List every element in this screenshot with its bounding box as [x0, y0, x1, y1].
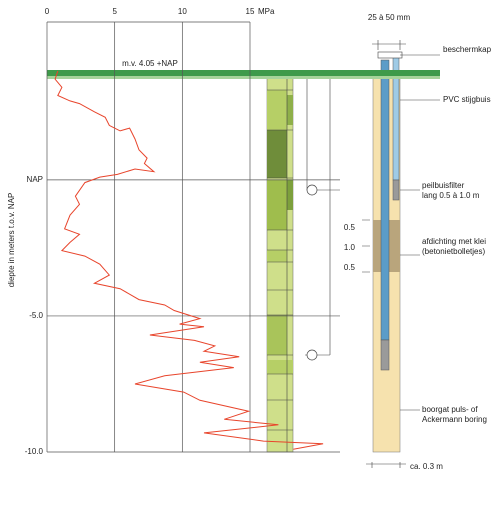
y-axis-label: diepte in meters t.o.v. NAP	[7, 193, 16, 288]
ground-surface	[47, 70, 440, 76]
diameter-label: 25 à 50 mm	[368, 13, 411, 22]
filter-label: lang 0.5 à 1.0 m	[422, 191, 480, 200]
x-tick-label: 0	[45, 7, 50, 16]
seal-dim: 0.5	[344, 223, 356, 232]
x-axis-label: MPa	[258, 7, 275, 16]
ground-label: m.v. 4.05 +NAP	[122, 59, 178, 68]
y-tick-label: -5.0	[29, 311, 43, 320]
cap-label: beschermkap	[443, 45, 492, 54]
seal-label: (betonietbolletjes)	[422, 247, 485, 256]
seal-label: afdichting met klei	[422, 237, 486, 246]
x-tick-label: 15	[246, 7, 255, 16]
filter-label: peilbuisfilter	[422, 181, 465, 190]
x-tick-label: 10	[178, 7, 187, 16]
pipe-label: PVC stijgbuis	[443, 95, 491, 104]
cpt-line	[54, 70, 324, 450]
width-label: ca. 0.3 m	[410, 462, 443, 471]
borehole-label: boorgat puls- of	[422, 405, 478, 414]
seal-dim: 0.5	[344, 263, 356, 272]
cpt-chart: 0 5 10 15 NAP -5.0 -10.0	[25, 7, 340, 456]
soil-column	[266, 71, 294, 453]
y-tick-label: NAP	[27, 175, 43, 184]
y-tick-label: -10.0	[25, 447, 44, 456]
x-tick-label: 5	[112, 7, 117, 16]
wiring	[305, 72, 340, 361]
seal-dim: 1.0	[344, 243, 356, 252]
ground-surface	[47, 76, 440, 79]
borehole-label: Ackermann boring	[422, 415, 487, 424]
well	[362, 40, 440, 468]
